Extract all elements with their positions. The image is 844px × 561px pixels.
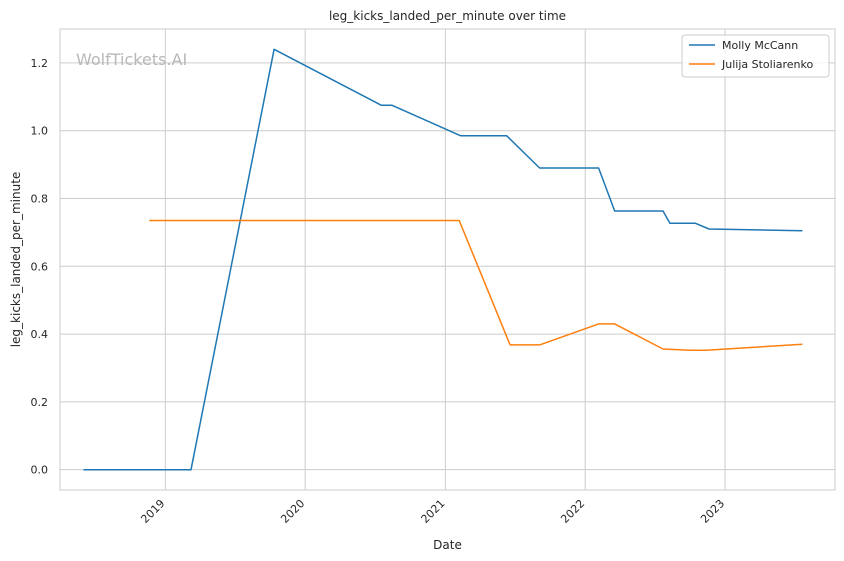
- y-tick-label: 0.0: [31, 464, 49, 477]
- legend: Molly McCann Julija Stoliarenko: [681, 34, 830, 78]
- plot-frame: [59, 28, 836, 491]
- y-axis-title: leg_kicks_landed_per_minute: [9, 172, 23, 348]
- y-tick-label: 1.0: [31, 125, 49, 138]
- legend-label-0: Molly McCann: [722, 39, 798, 52]
- series-line-1: [149, 219, 803, 352]
- y-tick-labels: 0.0 0.2 0.4 0.6 0.8 1.0 1.2: [31, 57, 49, 477]
- y-tick-label: 0.2: [31, 396, 49, 409]
- legend-box: [681, 34, 830, 78]
- series-lines: [83, 48, 803, 471]
- y-tick-label: 1.2: [31, 57, 49, 70]
- y-tick-label: 0.8: [31, 192, 49, 205]
- y-tick-label: 0.4: [31, 328, 49, 341]
- x-axis-title: Date: [433, 538, 462, 552]
- series-line-0: [83, 48, 803, 471]
- chart-title: leg_kicks_landed_per_minute over time: [329, 9, 566, 23]
- y-tick-label: 0.6: [31, 260, 49, 273]
- watermark-text: WolfTickets.AI: [76, 50, 187, 69]
- legend-label-1: Julija Stoliarenko: [721, 58, 813, 71]
